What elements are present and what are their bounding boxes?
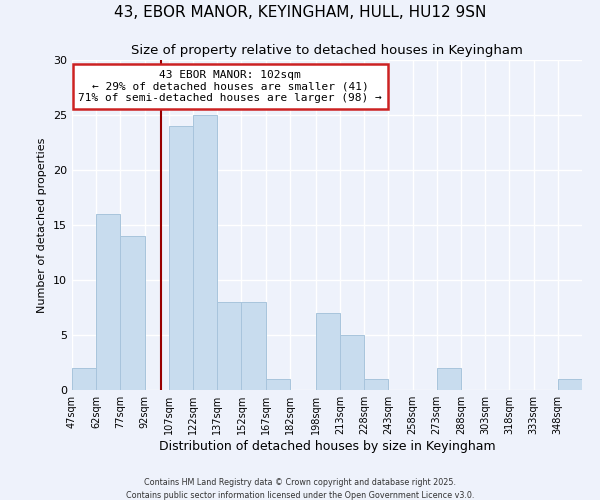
Bar (169, 126, 193, 390)
Bar (96, 214, 121, 390)
Bar (72, 368, 96, 390)
Y-axis label: Number of detached properties: Number of detached properties (37, 138, 47, 312)
Bar (316, 313, 340, 390)
Text: 43 EBOR MANOR: 102sqm
← 29% of detached houses are smaller (41)
71% of semi-deta: 43 EBOR MANOR: 102sqm ← 29% of detached … (78, 70, 382, 103)
Title: Size of property relative to detached houses in Keyingham: Size of property relative to detached ho… (131, 44, 523, 58)
Bar (558, 379, 582, 390)
X-axis label: Distribution of detached houses by size in Keyingham: Distribution of detached houses by size … (158, 440, 496, 453)
Bar (193, 115, 217, 390)
Bar (437, 368, 461, 390)
Bar (217, 302, 241, 390)
Bar (364, 379, 388, 390)
Bar (241, 302, 266, 390)
Bar (266, 379, 290, 390)
Bar (340, 335, 364, 390)
Bar (121, 236, 145, 390)
Text: 43, EBOR MANOR, KEYINGHAM, HULL, HU12 9SN: 43, EBOR MANOR, KEYINGHAM, HULL, HU12 9S… (114, 5, 486, 20)
Text: Contains HM Land Registry data © Crown copyright and database right 2025.
Contai: Contains HM Land Registry data © Crown c… (126, 478, 474, 500)
